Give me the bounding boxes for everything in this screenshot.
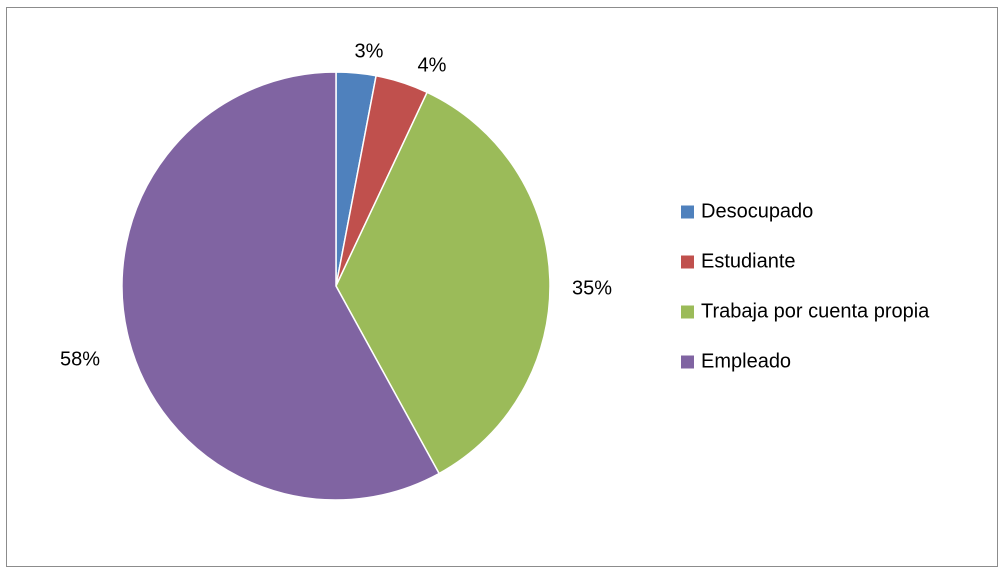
- legend-swatch-trabaja-por-cuenta-propia: [681, 305, 694, 319]
- legend-item-desocupado: Desocupado: [681, 200, 813, 222]
- legend-swatch-empleado: [681, 355, 694, 369]
- data-label-estudiante: 4%: [418, 54, 447, 76]
- data-label-empleado: 58%: [60, 348, 100, 370]
- data-label-desocupado: 3%: [355, 40, 384, 62]
- legend-item-estudiante: Estudiante: [681, 250, 796, 272]
- pie-slices: [121, 71, 551, 501]
- pie-slice-trabaja-por-cuenta-propia: [335, 91, 551, 475]
- legend: Desocupado Estudiante Trabaja por cuenta p…: [681, 200, 930, 372]
- legend-swatch-estudiante: [681, 255, 694, 269]
- legend-swatch-desocupado: [681, 205, 694, 219]
- legend-item-trabaja-por-cuenta-propia: Trabaja por cuenta propia: [681, 300, 930, 322]
- data-label-trabaja-por-cuenta-propia: 35%: [572, 277, 612, 299]
- legend-label-empleado: Empleado: [701, 350, 791, 372]
- pie-data-labels: 3% 4% 35% 58%: [60, 40, 612, 370]
- legend-item-empleado: Empleado: [681, 350, 791, 372]
- legend-label-desocupado: Desocupado: [701, 200, 813, 222]
- legend-label-trabaja-por-cuenta-propia: Trabaja por cuenta propia: [701, 300, 930, 322]
- legend-label-estudiante: Estudiante: [701, 250, 796, 272]
- pie-slice-empleado: [121, 71, 441, 501]
